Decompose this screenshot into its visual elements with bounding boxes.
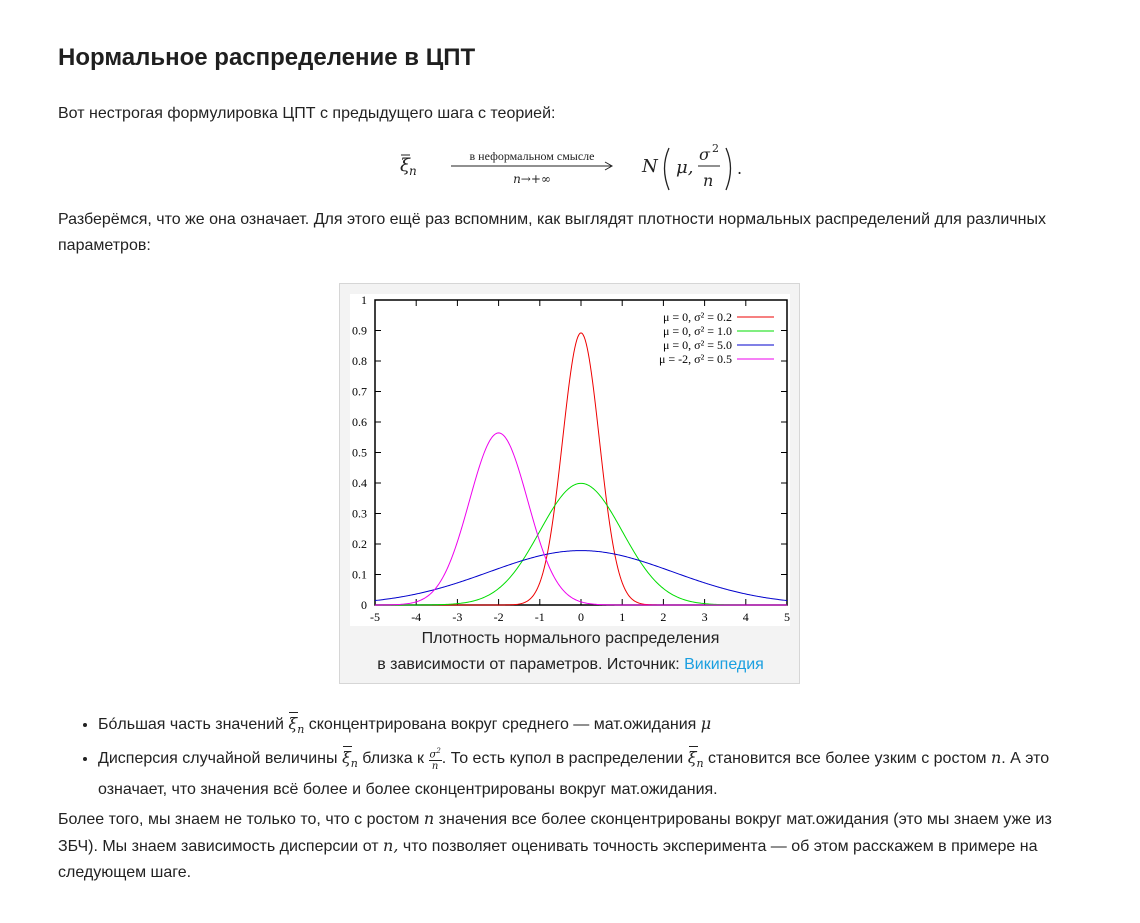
- clt-formula: ξ n в неформальном смысле n→+∞ N μ, σ 2 …: [396, 140, 756, 196]
- y-tick-label: 0.3: [352, 507, 367, 521]
- bullet2-prefix: Дисперсия случайной величины: [98, 750, 338, 768]
- xi-n-symbol: ξn: [288, 712, 305, 737]
- x-tick-label: 2: [660, 610, 666, 624]
- normal-density-chart: -5 -4 -3 -2 -1 0 1 2 3 4 5 0 0.1 0.2 0.3 0.4 0.5 0.6 0.7 0.…: [350, 293, 790, 626]
- series-line-1: [375, 332, 787, 606]
- series-line-4: [375, 432, 787, 606]
- intro-text: Вот нестрогая формулировка ЦПТ с предыду…: [58, 105, 556, 122]
- y-tick-label: 0.8: [352, 354, 367, 368]
- page-title: Нормальное распределение в ЦПТ: [58, 44, 476, 71]
- x-tick-label: -1: [535, 610, 545, 624]
- formula-xi-sub: n: [409, 164, 417, 178]
- conclusion-text: Более того, мы знаем не только то, что с…: [58, 806, 1088, 886]
- y-tick-label: 0.1: [352, 568, 367, 582]
- formula-sigma: σ: [699, 145, 711, 164]
- legend-label-3: μ = 0, σ² = 5.0: [663, 338, 732, 352]
- mu-symbol: μ: [700, 714, 712, 733]
- figure-caption: Плотность нормального распределения в за…: [340, 626, 801, 678]
- x-tick-label: 5: [784, 610, 790, 624]
- explanation-text: Разберёмся, что же она означает. Для это…: [58, 211, 1046, 254]
- y-tick-label: 0.7: [352, 385, 367, 399]
- x-tick-label: -4: [411, 610, 421, 624]
- caption-line-2-text: в зависимости от параметров. Источник:: [377, 656, 685, 673]
- y-tick-label: 0: [361, 598, 367, 612]
- formula-xi: ξ: [400, 155, 411, 176]
- formula-n: n: [703, 171, 713, 190]
- y-tick-label: 0.4: [352, 476, 367, 490]
- formula-arrow-bottom: n→+∞: [513, 172, 551, 186]
- bullet2-mid3: становится все более узким с ростом: [708, 750, 987, 768]
- n-symbol: n: [990, 748, 1002, 768]
- caption-line-2: в зависимости от параметров. Источник: В…: [340, 652, 801, 678]
- n-symbol: n,: [383, 836, 399, 855]
- x-tick-label: 4: [743, 610, 749, 624]
- list-item: Дисперсия случайной величины ξn близка к…: [98, 745, 1088, 803]
- bullet1-prefix: Бóльшая часть значений: [98, 716, 284, 733]
- conclusion-part1: Более того, мы знаем не только то, что с…: [58, 811, 420, 828]
- conclusion-part2: значения все более сконцентрированы вокр…: [58, 811, 1052, 855]
- legend-label-1: μ = 0, σ² = 0.2: [663, 310, 732, 324]
- formula-dot: .: [737, 159, 742, 178]
- formula-arrow-top: в неформальном смысле: [470, 149, 595, 163]
- bullet2-suffix: . А это означает, что значения всё более…: [98, 750, 1050, 799]
- wikipedia-link[interactable]: Википедия: [684, 656, 764, 673]
- x-tick-label: -2: [494, 610, 504, 624]
- n-symbol: n: [423, 809, 435, 828]
- bullet2-mid1: близка к: [362, 750, 425, 768]
- series-line-3: [374, 550, 788, 602]
- chart-svg: -5 -4 -3 -2 -1 0 1 2 3 4 5 0 0.1 0.2 0.3 0.4 0.5 0.6 0.7 0.…: [352, 293, 790, 624]
- legend-label-2: μ = 0, σ² = 1.0: [663, 324, 732, 338]
- bullet-list: Бóльшая часть значений ξn сконцентрирова…: [58, 711, 1088, 805]
- x-tick-label: 3: [702, 610, 708, 624]
- formula-N: N: [641, 156, 659, 177]
- y-tick-label: 0.9: [352, 324, 367, 338]
- sigma2-over-n-fraction: σ2 n: [428, 746, 442, 773]
- xi-n-symbol: ξn: [341, 746, 358, 771]
- x-tick-label: -5: [370, 610, 380, 624]
- y-tick-label: 0.2: [352, 537, 367, 551]
- xi-n-symbol: ξn: [687, 746, 704, 771]
- x-tick-label: -3: [452, 610, 462, 624]
- conclusion-part3: что позволяет оценивать точность экспери…: [58, 838, 1038, 881]
- y-tick-label: 0.6: [352, 415, 367, 429]
- formula-svg: ξ n в неформальном смысле n→+∞ N μ, σ 2 …: [400, 142, 742, 191]
- y-tick-label: 0.5: [352, 446, 367, 460]
- legend-label-4: μ = -2, σ² = 0.5: [659, 352, 732, 366]
- bullet1-mid: сконцентрирована вокруг среднего — мат.о…: [308, 716, 697, 733]
- x-tick-label: 1: [619, 610, 625, 624]
- x-tick-label: 0: [578, 610, 584, 624]
- figure: -5 -4 -3 -2 -1 0 1 2 3 4 5 0 0.1 0.2 0.3 0.4 0.5 0.6 0.7 0.…: [339, 283, 800, 684]
- formula-sigma-sup: 2: [712, 142, 719, 155]
- formula-mu: μ,: [676, 157, 693, 178]
- caption-line-1: Плотность нормального распределения: [421, 630, 720, 647]
- bullet2-mid2: . То есть купол в распределении: [441, 750, 684, 768]
- list-item: Бóльшая часть значений ξn сконцентрирова…: [98, 711, 1088, 743]
- y-tick-label: 1: [361, 294, 367, 307]
